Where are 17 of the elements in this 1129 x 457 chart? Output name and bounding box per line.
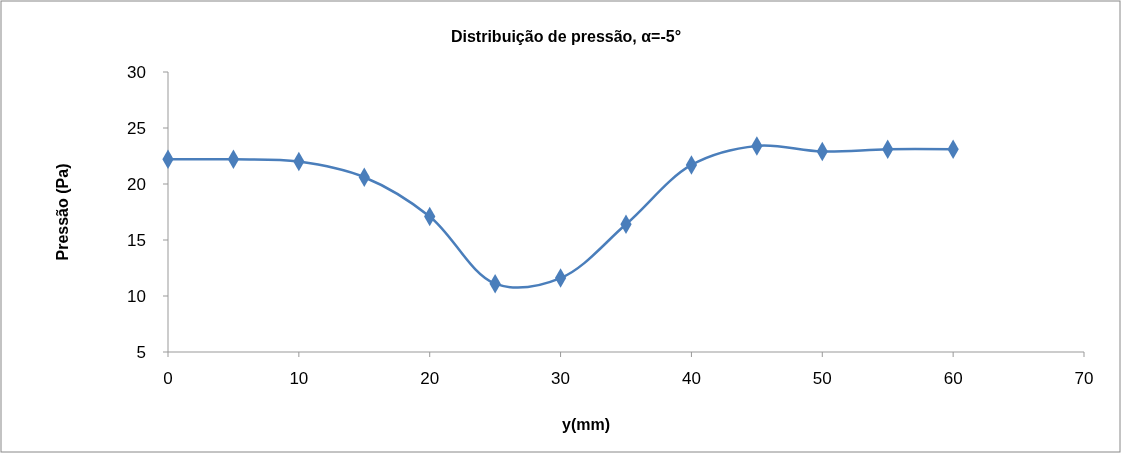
y-tick-label: 25 [127,118,146,138]
y-tick-label: 15 [127,230,146,250]
x-tick-label: 60 [943,369,963,388]
y-tick-label: 10 [127,286,146,306]
x-tick-label: 20 [420,369,440,388]
y-tick-label: 30 [127,62,146,82]
x-tick-label: 50 [812,369,832,388]
x-tick-label: 0 [163,369,173,388]
x-tick-label: 70 [1074,369,1094,388]
x-axis-title: y(mm) [561,416,611,433]
chart-title: Distribuição de pressão, α=-5° [450,28,682,45]
x-tick-label: 40 [681,369,701,388]
y-tick-label: 20 [127,174,146,194]
x-tick-label: 30 [551,369,571,388]
x-tick-label: 10 [289,369,309,388]
y-axis-title: Pressão (Pa) [54,163,71,261]
y-tick-label: 5 [136,342,146,362]
